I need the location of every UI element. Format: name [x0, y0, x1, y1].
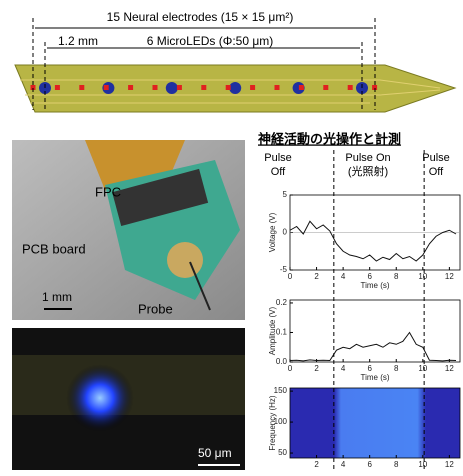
electrode: [299, 85, 304, 90]
x-tick-label: 8: [394, 272, 399, 281]
x-tick-label: 6: [367, 364, 372, 373]
x-axis-label: Time (s): [360, 281, 389, 290]
x-tick-label: 2: [314, 364, 319, 373]
x-tick-label: 12: [445, 364, 454, 373]
electrode: [104, 85, 109, 90]
x-axis-label: Time (s): [360, 373, 389, 382]
label: Probe: [138, 301, 173, 316]
y-tick-label: -5: [280, 265, 288, 274]
micro-led: [166, 82, 178, 94]
label: 6 MicroLEDs (Φ:50 μm): [147, 34, 274, 48]
label: FPC: [95, 184, 121, 199]
trace: [290, 332, 456, 360]
pulse-label: Pulse On: [345, 152, 390, 164]
x-tick-label: 4: [341, 460, 346, 469]
scale-label: 1 mm: [42, 290, 72, 304]
pulse-label: Pulse: [422, 152, 450, 164]
led-glow: [66, 364, 134, 432]
x-tick-label: 12: [445, 272, 454, 281]
x-tick-label: 6: [367, 272, 372, 281]
x-tick-label: 0: [288, 272, 293, 281]
micro-led: [229, 82, 241, 94]
spectrogram: [290, 388, 460, 458]
y-tick-label: 0.0: [276, 357, 288, 366]
y-axis-label: Amplitude (V): [268, 306, 277, 355]
pulse-label: (光照射): [348, 164, 388, 178]
x-tick-label: 8: [394, 364, 399, 373]
electrode: [153, 85, 158, 90]
y-tick-label: 5: [283, 190, 288, 199]
electrode: [323, 85, 328, 90]
electrode: [250, 85, 255, 90]
electrode: [55, 85, 60, 90]
y-tick-label: 0: [283, 228, 288, 237]
trace: [290, 221, 456, 261]
electrode: [128, 85, 133, 90]
electrode: [275, 85, 280, 90]
pulse-label: Off: [429, 166, 444, 178]
y-tick-label: 150: [274, 386, 288, 395]
electrode: [177, 85, 182, 90]
title: 神経活動の光操作と計測: [258, 131, 401, 146]
x-tick-label: 10: [418, 272, 427, 281]
x-tick-label: 2: [314, 272, 319, 281]
pulse-label: Pulse: [264, 152, 292, 164]
pad: [167, 242, 203, 278]
electrode: [79, 85, 84, 90]
electrode: [348, 85, 353, 90]
x-tick-label: 2: [314, 460, 319, 469]
pulse-label: Off: [271, 166, 286, 178]
x-tick-label: 12: [445, 460, 454, 469]
y-tick-label: 50: [278, 448, 287, 457]
y-tick-label: 0.1: [276, 328, 288, 337]
figure: 15 Neural electrodes (15 × 15 μm²) 1.2 m…: [0, 0, 463, 472]
x-tick-label: 4: [341, 364, 346, 373]
plot-frame: [290, 300, 460, 362]
y-axis-label: Voltage (V): [268, 212, 277, 252]
y-axis-label: Frequency (Hz): [268, 395, 277, 450]
x-tick-label: 6: [367, 460, 372, 469]
x-tick-label: 8: [394, 460, 399, 469]
label: 15 Neural electrodes (15 × 15 μm²): [107, 10, 294, 24]
electrode: [201, 85, 206, 90]
electrode: [226, 85, 231, 90]
scale-label: 50 μm: [198, 446, 232, 460]
label: PCB board: [22, 241, 86, 256]
y-tick-label: 0.2: [276, 298, 288, 307]
x-tick-label: 4: [341, 272, 346, 281]
x-tick-label: 10: [418, 460, 427, 469]
x-tick-label: 10: [418, 364, 427, 373]
x-tick-label: 0: [288, 364, 293, 373]
label: 1.2 mm: [58, 34, 98, 48]
